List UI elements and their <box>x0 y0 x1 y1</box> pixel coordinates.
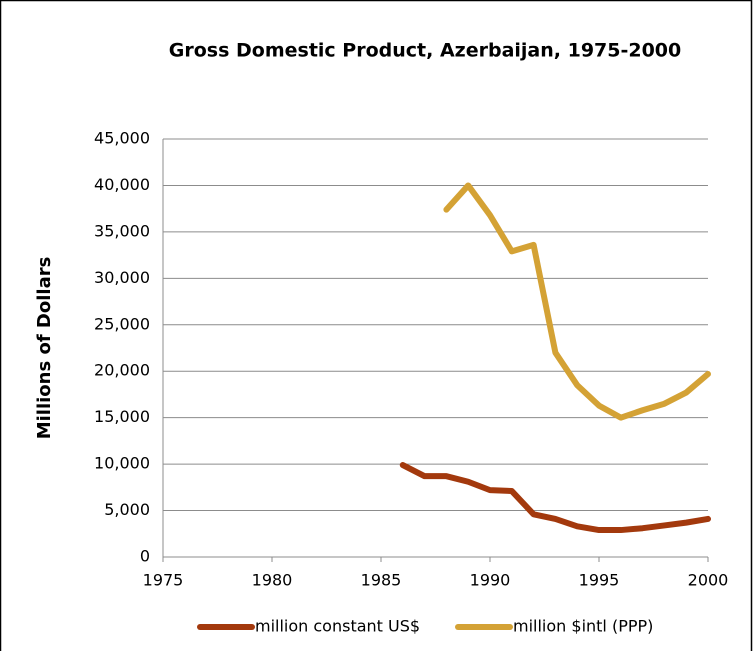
chart-title: Gross Domestic Product, Azerbaijan, 1975… <box>169 40 682 62</box>
y-axis-label: Millions of Dollars <box>34 257 55 440</box>
y-tick-label: 45,000 <box>94 129 150 148</box>
y-tick-label: 0 <box>140 547 150 566</box>
x-tick-label: 1975 <box>143 571 184 590</box>
x-tick-label: 1995 <box>579 571 620 590</box>
x-tick-label: 2000 <box>688 571 729 590</box>
y-tick-label: 25,000 <box>94 314 150 333</box>
legend-label: million constant US$ <box>255 617 420 636</box>
series-line <box>443 182 711 421</box>
y-tick-label: 30,000 <box>94 268 150 287</box>
legend-label: million $intl (PPP) <box>513 617 653 636</box>
y-tick-label: 35,000 <box>94 221 150 240</box>
y-tick-label: 10,000 <box>94 454 150 473</box>
x-tick-label: 1990 <box>470 571 511 590</box>
series-line <box>399 462 711 534</box>
x-tick-label: 1980 <box>252 571 293 590</box>
y-tick-label: 20,000 <box>94 361 150 380</box>
y-tick-label: 40,000 <box>94 175 150 194</box>
x-tick-label: 1985 <box>361 571 402 590</box>
y-tick-label: 15,000 <box>94 407 150 426</box>
y-tick-label: 5,000 <box>104 500 150 519</box>
